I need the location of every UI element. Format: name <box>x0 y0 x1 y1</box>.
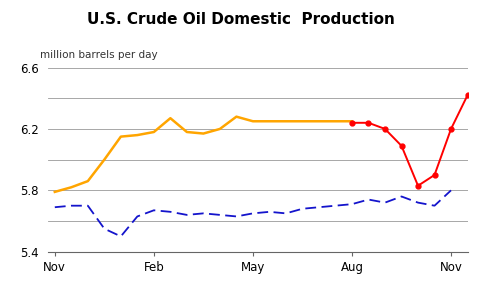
2010-11 Monthly <box>333 204 338 208</box>
2010-11 Monthly <box>415 201 421 204</box>
2011-12 Monthly <box>167 116 173 120</box>
2011-12 Monthly <box>101 158 107 161</box>
08/03/12-10/05/12 4-wk. Avg. <box>415 184 421 188</box>
2011-12 Monthly <box>151 130 157 134</box>
2010-11 Monthly <box>101 227 107 231</box>
2011-12 Monthly <box>118 135 124 138</box>
08/03/12-10/05/12 4-wk. Avg. <box>349 121 355 125</box>
Line: 08/03/12-10/05/12 4-wk. Avg.: 08/03/12-10/05/12 4-wk. Avg. <box>349 93 470 188</box>
2010-11 Monthly <box>382 201 388 204</box>
2010-11 Monthly <box>233 215 239 218</box>
2011-12 Monthly <box>68 185 74 189</box>
2011-12 Monthly <box>201 132 206 135</box>
08/03/12-10/05/12 4-wk. Avg. <box>382 127 388 131</box>
2010-11 Monthly <box>250 212 256 215</box>
Line: 2010-11 Monthly: 2010-11 Monthly <box>55 190 451 236</box>
2010-11 Monthly <box>283 212 289 215</box>
2011-12 Monthly <box>233 115 239 119</box>
Text: U.S. Crude Oil Domestic  Production: U.S. Crude Oil Domestic Production <box>87 12 395 27</box>
08/03/12-10/05/12 4-wk. Avg. <box>448 127 454 131</box>
2010-11 Monthly <box>85 204 91 208</box>
2011-12 Monthly <box>217 127 223 131</box>
2010-11 Monthly <box>118 235 124 238</box>
2010-11 Monthly <box>201 212 206 215</box>
2010-11 Monthly <box>134 215 140 218</box>
08/03/12-10/05/12 4-wk. Avg. <box>365 121 371 125</box>
08/03/12-10/05/12 4-wk. Avg. <box>399 144 404 148</box>
2010-11 Monthly <box>217 213 223 217</box>
Text: million barrels per day: million barrels per day <box>40 50 158 60</box>
2011-12 Monthly <box>316 119 322 123</box>
2011-12 Monthly <box>134 133 140 137</box>
2010-11 Monthly <box>267 210 272 214</box>
08/03/12-10/05/12 4-wk. Avg. <box>431 173 437 177</box>
2010-11 Monthly <box>349 202 355 206</box>
2011-12 Monthly <box>85 179 91 183</box>
2011-12 Monthly <box>333 119 338 123</box>
08/03/12-10/05/12 4-wk. Avg. <box>465 93 470 97</box>
2010-11 Monthly <box>184 213 190 217</box>
2011-12 Monthly <box>184 130 190 134</box>
2010-11 Monthly <box>52 205 58 209</box>
2010-11 Monthly <box>167 210 173 214</box>
2010-11 Monthly <box>365 198 371 201</box>
2010-11 Monthly <box>431 204 437 208</box>
2011-12 Monthly <box>250 119 256 123</box>
2010-11 Monthly <box>448 188 454 192</box>
2010-11 Monthly <box>151 208 157 212</box>
2010-11 Monthly <box>316 205 322 209</box>
2010-11 Monthly <box>299 207 305 211</box>
2010-11 Monthly <box>68 204 74 208</box>
Line: 2011-12 Monthly: 2011-12 Monthly <box>55 117 352 192</box>
2011-12 Monthly <box>349 119 355 123</box>
2011-12 Monthly <box>52 190 58 194</box>
2010-11 Monthly <box>399 195 404 198</box>
2011-12 Monthly <box>283 119 289 123</box>
2011-12 Monthly <box>267 119 272 123</box>
2011-12 Monthly <box>299 119 305 123</box>
